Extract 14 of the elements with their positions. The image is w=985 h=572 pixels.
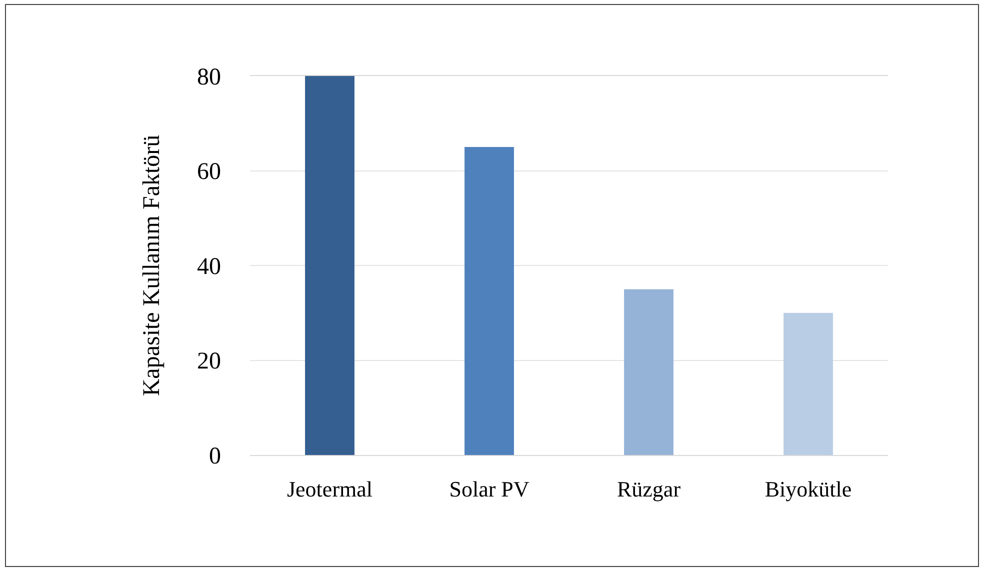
bar [784,312,833,455]
bar [624,289,674,455]
x-tick-label: Biyokütle [764,476,852,502]
y-tick-label: 0 [209,443,221,470]
x-tick-label: Solar PV [449,476,530,502]
x-tick-label: Jeotermal [286,476,373,502]
bar [305,76,354,455]
y-tick-label: 40 [197,254,221,280]
y-tick-label: 60 [197,159,221,186]
y-axis-title: Kapasite Kullanım Faktörü [139,134,166,396]
y-tick-label: 80 [197,64,221,90]
bar [464,147,514,455]
x-tick-label: Rüzgar [616,476,682,502]
y-tick-label: 20 [197,348,221,375]
